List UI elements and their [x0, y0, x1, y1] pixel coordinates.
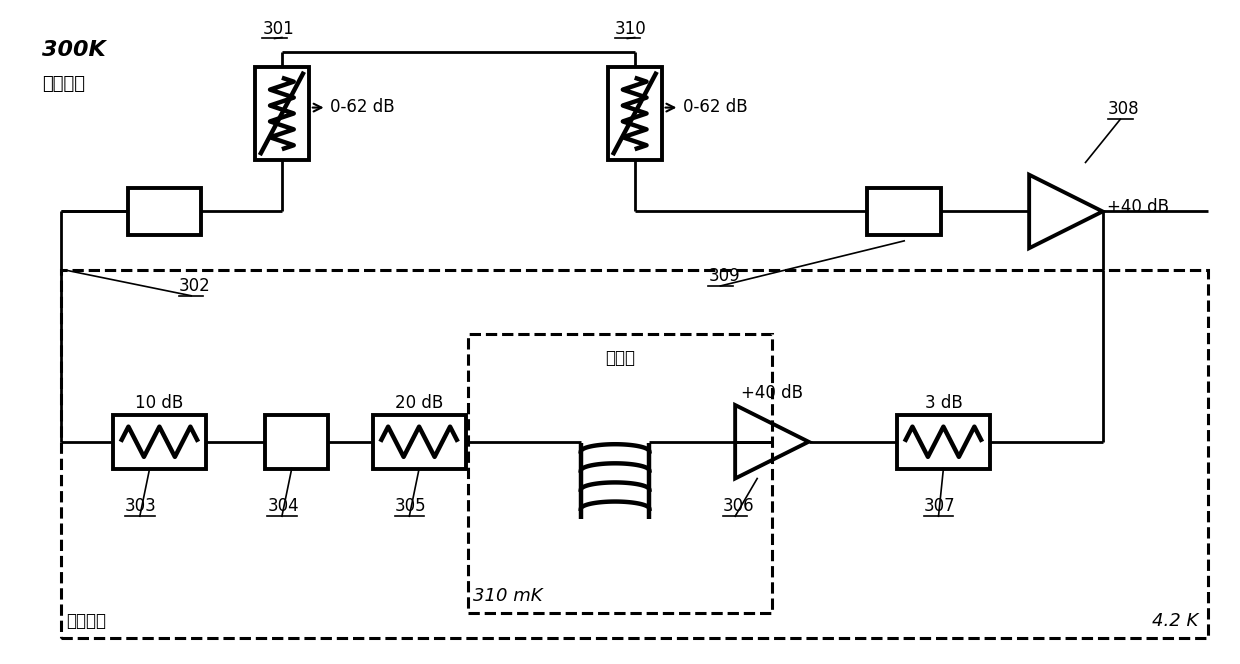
Text: 0-62 dB: 0-62 dB: [683, 98, 748, 116]
Bar: [897, 415, 990, 469]
Bar: [128, 188, 201, 235]
Text: 10 dB: 10 dB: [135, 394, 184, 412]
Text: 300K: 300K: [42, 40, 105, 60]
Text: 310 mK: 310 mK: [472, 588, 543, 606]
Text: 310: 310: [615, 19, 647, 37]
Bar: [372, 415, 466, 469]
Bar: [868, 188, 941, 235]
Text: 302: 302: [179, 277, 211, 295]
Text: 306: 306: [723, 497, 754, 515]
Text: 常温环境: 常温环境: [42, 75, 84, 93]
Text: 20 dB: 20 dB: [396, 394, 443, 412]
Text: 4.2 K: 4.2 K: [1152, 612, 1198, 630]
Text: 低温杜瓦: 低温杜瓦: [66, 612, 107, 630]
Bar: [608, 67, 662, 160]
Text: 301: 301: [263, 19, 294, 37]
Text: 307: 307: [924, 497, 956, 515]
Bar: [255, 67, 309, 160]
Text: +40 dB: +40 dB: [1106, 198, 1168, 216]
Text: 304: 304: [267, 497, 299, 515]
Text: +40 dB: +40 dB: [740, 384, 802, 402]
Bar: [265, 415, 329, 469]
Bar: [113, 415, 206, 469]
Bar: [62, 270, 1208, 637]
Text: 305: 305: [394, 497, 427, 515]
Text: 303: 303: [125, 497, 156, 515]
Text: 3 dB: 3 dB: [925, 394, 962, 412]
Text: 308: 308: [1107, 100, 1140, 118]
Text: 样品盒: 样品盒: [605, 349, 635, 367]
Text: 0-62 dB: 0-62 dB: [330, 98, 396, 116]
Bar: [467, 334, 771, 614]
Text: 309: 309: [708, 267, 740, 285]
